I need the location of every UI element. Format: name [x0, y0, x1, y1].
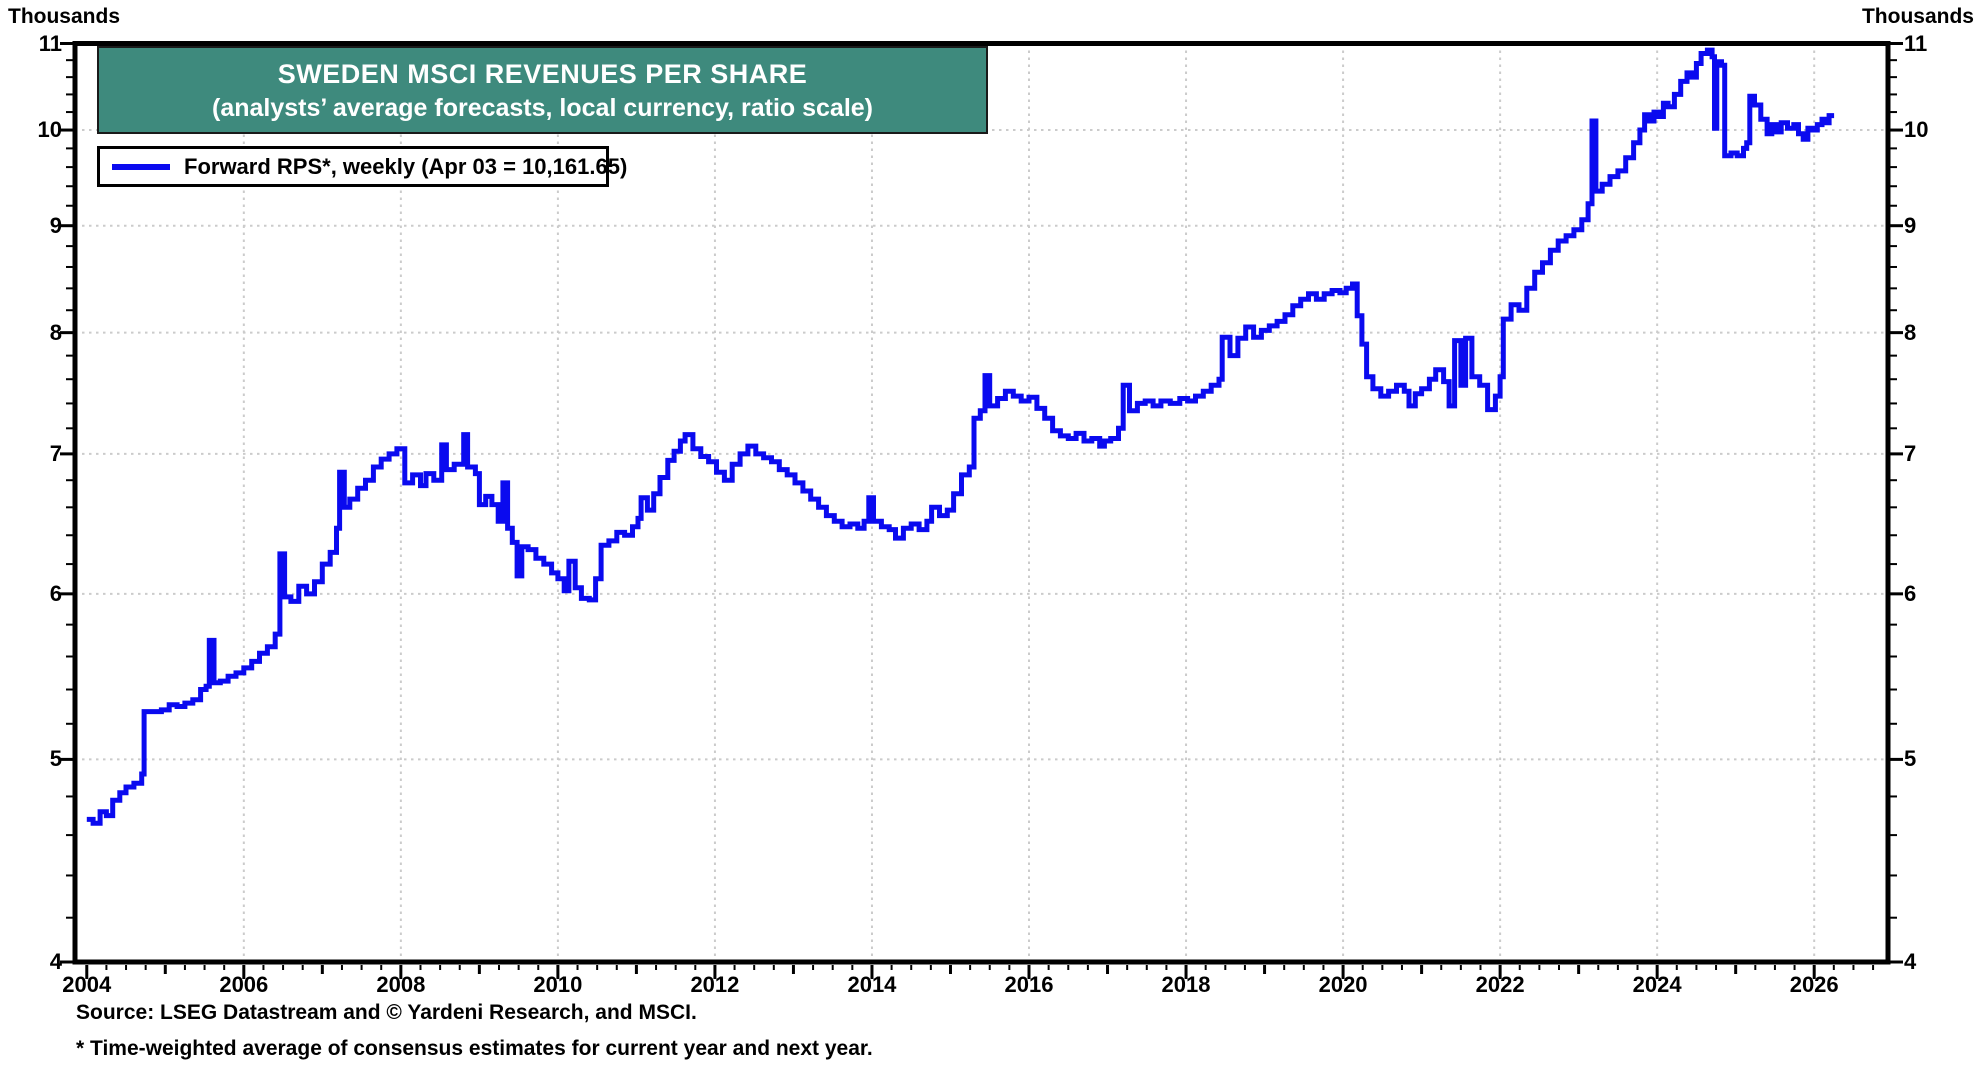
y-axis-label-right: 8 — [1904, 319, 1917, 345]
y-axis-label-left: 6 — [49, 580, 62, 606]
y-axis-label-left: 5 — [49, 746, 62, 772]
x-axis-label: 2012 — [690, 972, 740, 997]
y-axis-label-right: 4 — [1904, 949, 1917, 974]
x-axis-label: 2018 — [1161, 972, 1211, 997]
y-axis-label-left: 11 — [38, 30, 62, 56]
y-axis-label-right: 5 — [1904, 746, 1917, 772]
y-axis-label-right: 7 — [1904, 440, 1917, 466]
legend-label: Forward RPS*, weekly (Apr 03 = 10,161.65… — [184, 153, 628, 179]
chart-title-box: SWEDEN MSCI REVENUES PER SHARE (analysts… — [97, 46, 988, 134]
y-axis-label-right: 9 — [1904, 212, 1917, 238]
legend: Forward RPS*, weekly (Apr 03 = 10,161.65… — [97, 146, 627, 187]
x-axis-label: 2004 — [62, 972, 112, 997]
y-axis-label-left: 9 — [49, 212, 62, 238]
plot-border — [72, 41, 1891, 965]
footnote: * Time-weighted average of consensus est… — [76, 1037, 873, 1060]
source-note: Source: LSEG Datastream and © Yardeni Re… — [76, 1001, 697, 1024]
y-axis-label-right: 11 — [1904, 30, 1928, 56]
x-axis-label: 2014 — [847, 972, 897, 997]
chart-title: SWEDEN MSCI REVENUES PER SHARE — [277, 59, 808, 90]
chart-subtitle: (analysts’ average forecasts, local curr… — [212, 93, 873, 122]
y-axis-label-left: 7 — [49, 440, 62, 466]
x-axis-label: 2026 — [1789, 972, 1839, 997]
y-axis-label-right: 10 — [1904, 117, 1929, 143]
x-axis-label: 2016 — [1004, 972, 1054, 997]
x-axis-label: 2024 — [1632, 972, 1682, 997]
y-axis-label-right: 6 — [1904, 580, 1917, 606]
y-axis-label-left: 4 — [49, 949, 62, 974]
rps-line — [86, 47, 1835, 826]
x-axis-label: 2020 — [1318, 972, 1368, 997]
y-axis-label-left: 10 — [37, 117, 62, 143]
x-axis-label: 2010 — [533, 972, 583, 997]
x-axis-label: 2022 — [1475, 972, 1525, 997]
y-axis-unit-left: Thousands — [8, 5, 121, 28]
legend-line-swatch — [112, 163, 170, 170]
x-axis-label: 2008 — [376, 972, 426, 997]
x-axis-label: 2006 — [219, 972, 269, 997]
y-axis-unit-right: Thousands — [1861, 5, 1974, 28]
y-axis-label-left: 8 — [49, 319, 62, 345]
